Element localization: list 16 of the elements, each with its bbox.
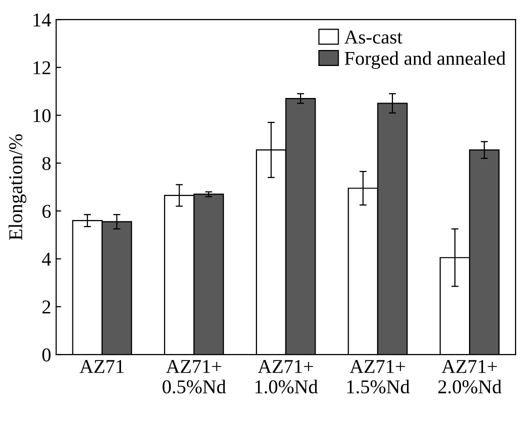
y-tick-label: 6 <box>42 204 51 218</box>
y-tick-label: 4 <box>42 252 52 266</box>
y-tick-label: 10 <box>34 109 51 122</box>
y-tick-label: 14 <box>34 13 52 26</box>
y-tick-label: 2 <box>42 300 50 314</box>
y-tick-label: 0 <box>42 348 51 362</box>
x-tick-label: AZ71+ 1.5%Nd <box>347 360 410 394</box>
x-tick-label: AZ71+ 1.0%Nd <box>255 360 318 394</box>
y-axis-title: Elongation/% <box>8 134 26 240</box>
y-tick-label: 8 <box>42 156 51 170</box>
legend-label: Forged and annealed <box>344 51 506 69</box>
x-tick-label: AZ71+ 2.0%Nd <box>438 360 502 394</box>
x-tick-label: AZ71+ 0.5%Nd <box>162 360 226 394</box>
x-tick-label: AZ71 <box>80 360 124 373</box>
y-tick-label: 12 <box>34 61 50 74</box>
legend-label: As-cast <box>344 30 402 44</box>
